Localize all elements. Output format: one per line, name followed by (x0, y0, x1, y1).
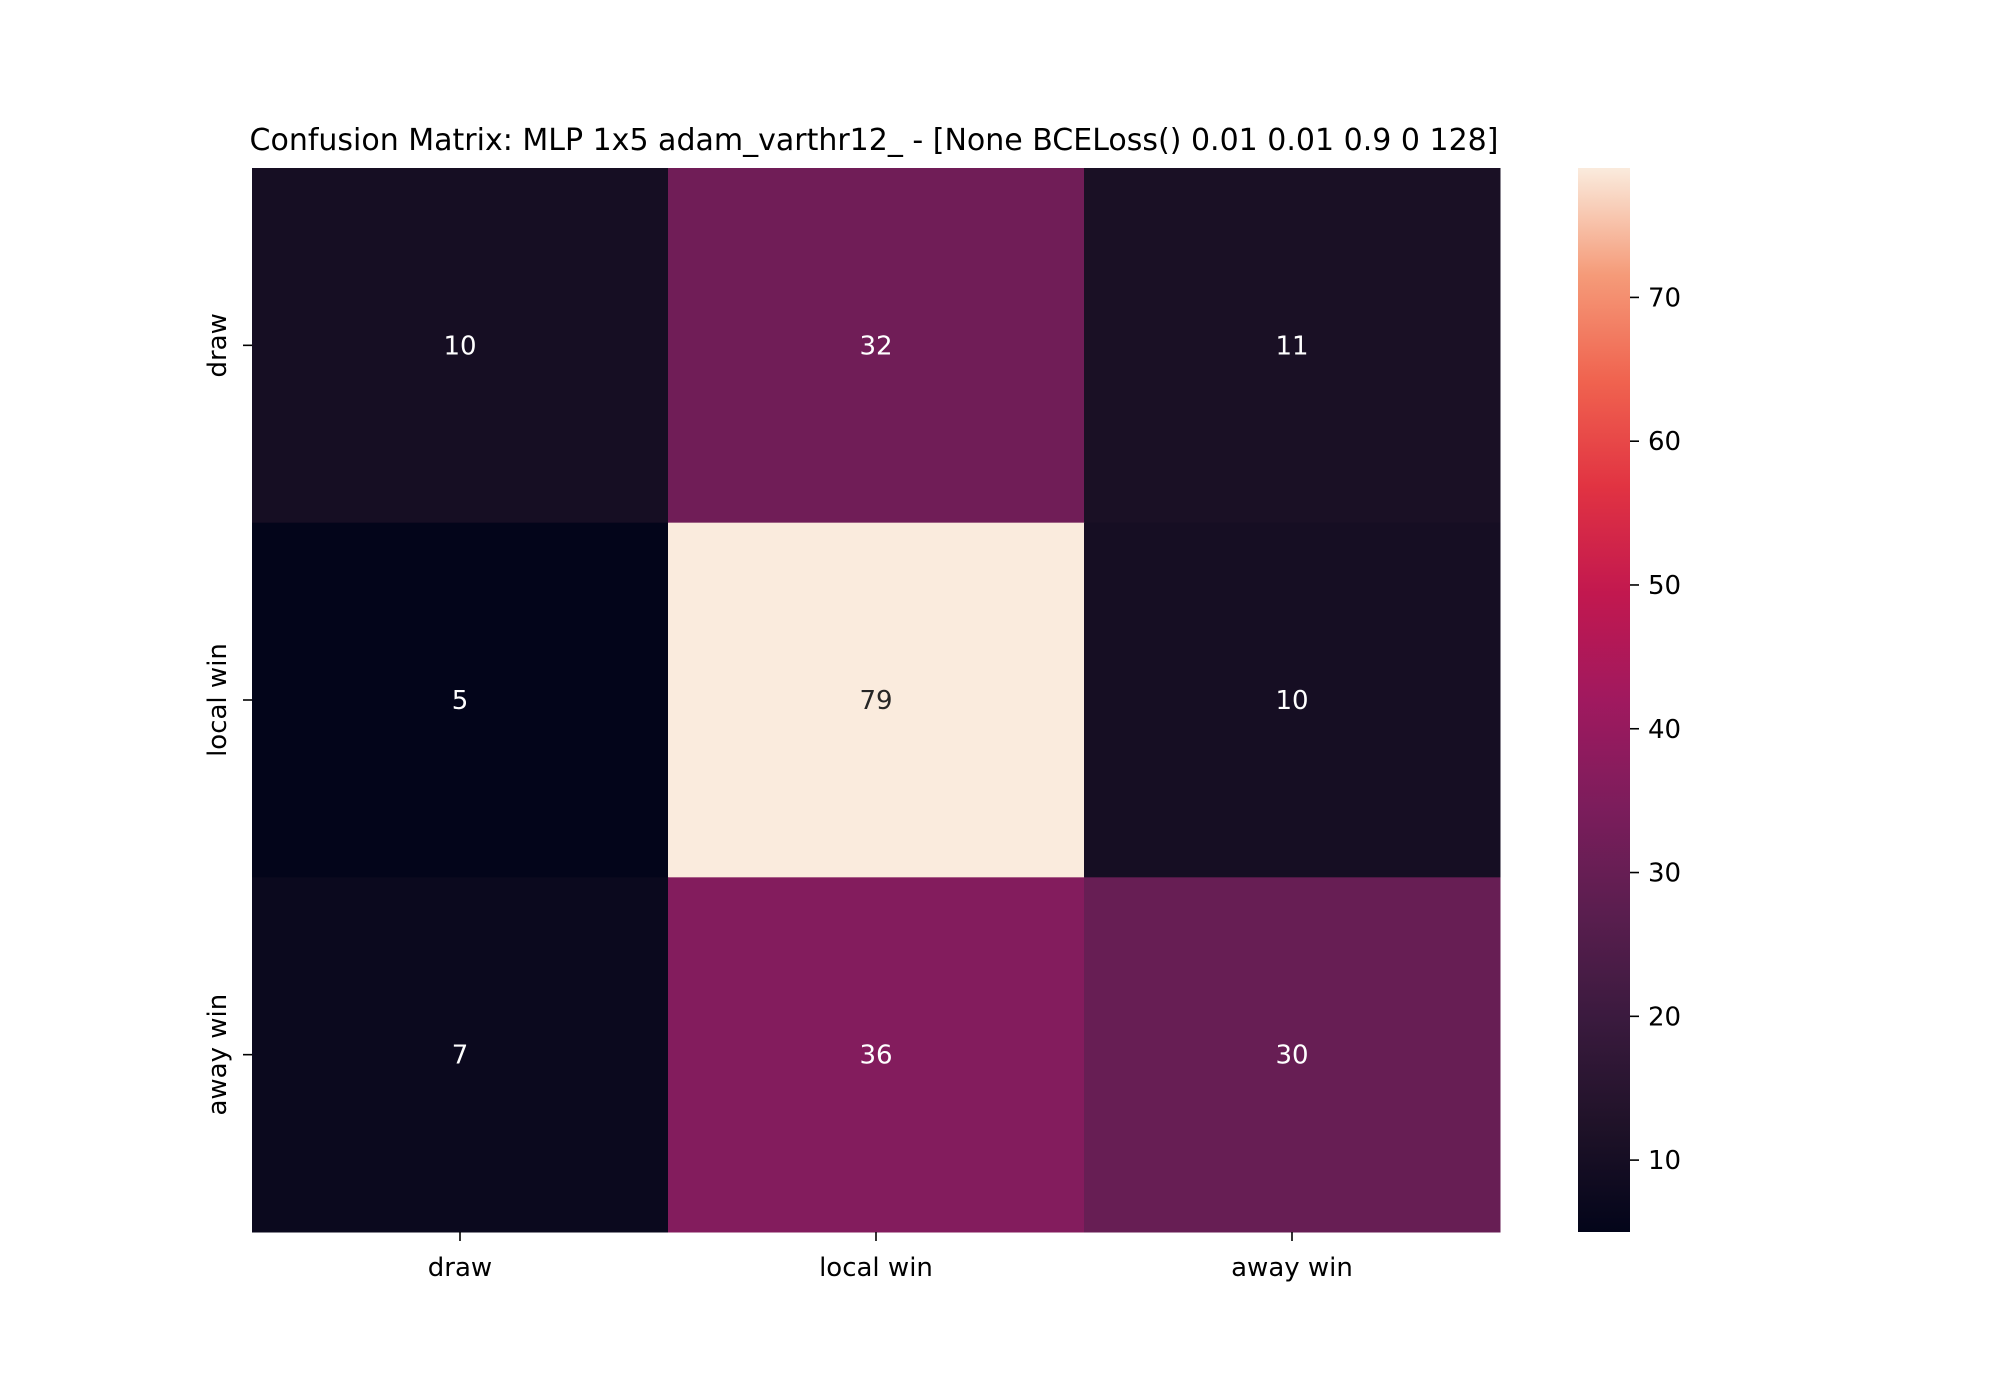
y-tick-label-away-win: away win (203, 994, 233, 1116)
colorbar-tick-label-20: 20 (1648, 1002, 1681, 1032)
chart-title: Confusion Matrix: MLP 1x5 adam_varthr12_… (250, 123, 1499, 158)
cell-draw-local-win-value: 32 (859, 331, 892, 361)
cell-local-win-local-win-value: 79 (859, 686, 892, 716)
colorbar-tick-label-70: 70 (1648, 283, 1681, 313)
colorbar-tick-label-60: 60 (1648, 427, 1681, 457)
cell-away-win-away-win-value: 30 (1275, 1041, 1308, 1071)
colorbar-tick-label-50: 50 (1648, 571, 1681, 601)
x-tick-label-draw: draw (428, 1253, 492, 1283)
y-tick-label-local-win: local win (203, 643, 233, 757)
y-axis: draw local win away win (203, 313, 252, 1115)
colorbar-ticks: 10 20 30 40 50 60 70 (1630, 283, 1681, 1176)
cell-local-win-away-win-value: 10 (1275, 686, 1308, 716)
colorbar-tick-label-10: 10 (1648, 1146, 1681, 1176)
cell-local-win-draw-value: 5 (452, 686, 469, 716)
cell-draw-away-win-value: 11 (1275, 331, 1308, 361)
colorbar-tick-label-30: 30 (1648, 859, 1681, 889)
cell-away-win-local-win-value: 36 (859, 1041, 892, 1071)
cell-away-win-draw-value: 7 (452, 1041, 469, 1071)
x-tick-label-local-win: local win (819, 1253, 933, 1283)
colorbar: 10 20 30 40 50 60 70 (1578, 168, 1681, 1232)
y-tick-label-draw: draw (203, 313, 233, 377)
x-tick-label-away-win: away win (1231, 1253, 1353, 1283)
cell-draw-draw-value: 10 (443, 331, 476, 361)
colorbar-tick-label-40: 40 (1648, 715, 1681, 745)
colorbar-gradient (1578, 168, 1630, 1232)
x-axis: draw local win away win (428, 1232, 1353, 1283)
